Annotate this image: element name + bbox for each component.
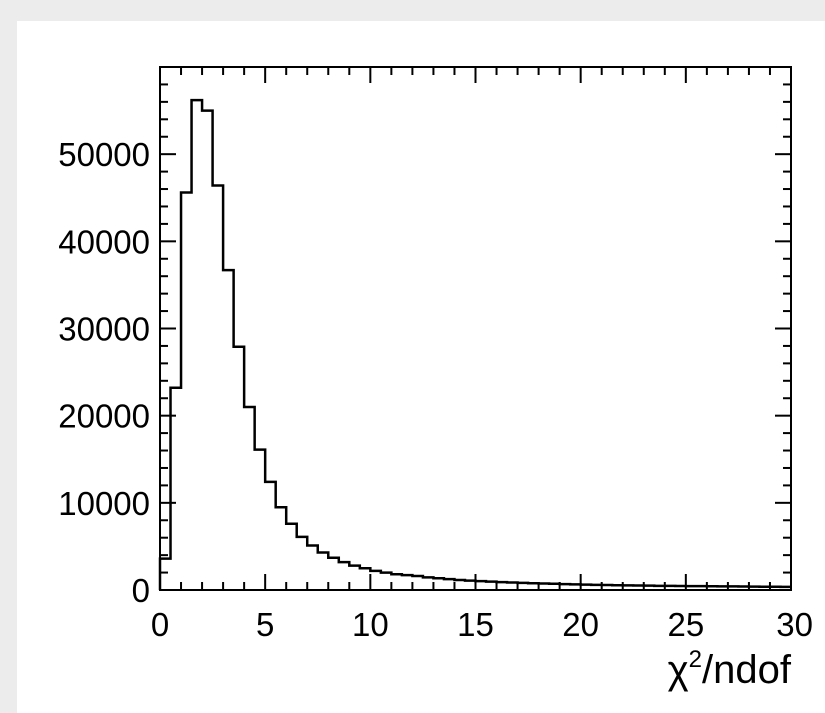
x-axis-title-main: χ xyxy=(668,648,689,692)
y-tick-label: 10000 xyxy=(58,485,150,522)
x-axis-title-tail: /ndof xyxy=(702,648,792,692)
y-tick-label: 20000 xyxy=(58,398,150,435)
x-tick-label: 5 xyxy=(256,606,274,643)
x-tick-label: 25 xyxy=(667,606,704,643)
x-tick-label: 20 xyxy=(562,606,599,643)
x-tick-label: 0 xyxy=(151,606,169,643)
x-tick-label: 10 xyxy=(352,606,389,643)
plot-frame xyxy=(159,66,792,591)
y-tick-label: 50000 xyxy=(58,136,150,173)
y-axis-tick-labels: 0 10000 20000 30000 40000 50000 xyxy=(58,136,150,609)
x-axis-title-superscript: 2 xyxy=(689,646,702,673)
axis-ticks xyxy=(159,66,792,591)
y-tick-label: 30000 xyxy=(58,311,150,348)
y-tick-label: 40000 xyxy=(58,223,150,260)
x-axis-title: χ2/ndof xyxy=(668,646,792,692)
x-tick-label: 15 xyxy=(457,606,494,643)
y-tick-label: 0 xyxy=(132,572,150,609)
x-tick-label: 30 xyxy=(776,606,813,643)
plot-area xyxy=(160,67,791,590)
x-axis-tick-labels: 0 5 10 15 20 25 30 xyxy=(151,606,813,643)
